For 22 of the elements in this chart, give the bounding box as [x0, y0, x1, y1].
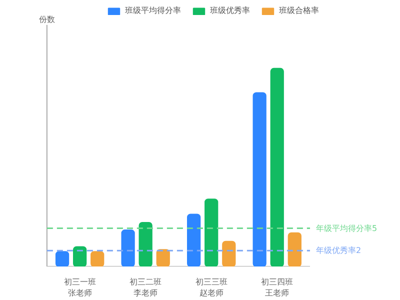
- ref-line-label: 年级优秀率2: [316, 246, 362, 256]
- x-tick-label: 初三二班李老师: [130, 278, 162, 298]
- text: 份数: [38, 14, 55, 24]
- bar: [55, 251, 70, 266]
- bar: [288, 232, 302, 266]
- bar: [222, 240, 236, 266]
- legend-label: 班级平均得分率: [125, 5, 181, 16]
- bar: [270, 68, 284, 266]
- bar: [73, 246, 87, 266]
- bar: [121, 230, 135, 266]
- legend-label: 班级优秀率: [210, 5, 250, 16]
- bar: [252, 92, 266, 266]
- bar: [187, 214, 201, 266]
- bar: [90, 251, 104, 266]
- bar: [138, 222, 152, 266]
- x-tick-label: 初三一班张老师: [64, 278, 96, 298]
- bar: [156, 249, 170, 266]
- ref-line-label: 年级平均得分率5: [316, 224, 378, 233]
- bar: [204, 198, 218, 266]
- x-tick-label: 初三四班王老师: [261, 278, 294, 298]
- legend-label: 班级合格率: [279, 5, 319, 16]
- x-tick-label: 初三三班赵老师: [195, 278, 228, 298]
